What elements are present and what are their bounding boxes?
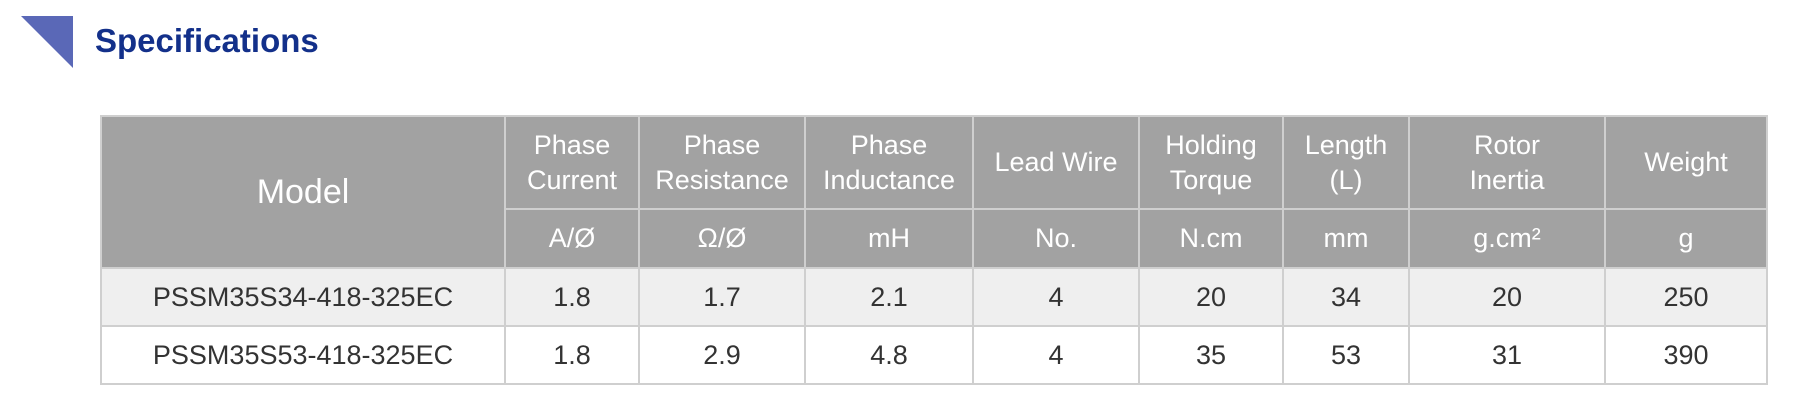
column-name-line: Phase (683, 129, 761, 160)
value-cell: 35 (1138, 325, 1284, 385)
column-unit: g.cm² (1408, 208, 1606, 269)
spec-table: Model Phase Current Phase Resistance Phase Ind… (100, 115, 1768, 385)
column-unit: mH (804, 208, 974, 269)
column-name-line: Lead Wire (994, 147, 1118, 177)
value-cell: 2.1 (804, 267, 974, 327)
value-cell: 4 (972, 325, 1140, 385)
column-unit: No. (972, 208, 1140, 269)
model-cell: PSSM35S53-418-325EC (100, 325, 506, 385)
value-cell: 20 (1408, 267, 1606, 327)
column-unit: N.cm (1138, 208, 1284, 269)
value-cell: 1.7 (638, 267, 806, 327)
column-name-line: Torque (1169, 164, 1253, 195)
column-header: Phase Resistance (638, 115, 806, 210)
column-name-line: Weight (1644, 147, 1728, 177)
column-name-line: Phase (533, 129, 611, 160)
value-cell: 4.8 (804, 325, 974, 385)
column-name-line: Current (526, 164, 618, 195)
column-name-line: Phase (850, 129, 928, 160)
column-unit: A/Ø (504, 208, 640, 269)
column-name-line: Length (1304, 129, 1388, 160)
column-header: Phase Current (504, 115, 640, 210)
column-unit: mm (1282, 208, 1410, 269)
column-header: Lead Wire (972, 115, 1140, 210)
value-cell: 4 (972, 267, 1140, 327)
column-name-line: (L) (1329, 164, 1363, 195)
model-header: Model (100, 115, 506, 269)
column-unit: Ω/Ø (638, 208, 806, 269)
value-cell: 250 (1604, 267, 1768, 327)
column-header: Holding Torque (1138, 115, 1284, 210)
column-name-line: Rotor (1473, 129, 1541, 160)
value-cell: 20 (1138, 267, 1284, 327)
value-cell: 53 (1282, 325, 1410, 385)
column-name-line: Inductance (822, 164, 956, 195)
value-cell: 1.8 (504, 267, 640, 327)
value-cell: 1.8 (504, 325, 640, 385)
model-cell: PSSM35S34-418-325EC (100, 267, 506, 327)
section-title: Specifications (95, 22, 319, 59)
column-header: Rotor Inertia (1408, 115, 1606, 210)
table-row: PSSM35S53-418-325EC 1.8 2.9 4.8 4 35 53 31 390 (100, 325, 1768, 385)
column-name-line: Resistance (655, 164, 789, 195)
title-icon (21, 16, 73, 68)
column-name-line: Holding (1165, 129, 1257, 160)
value-cell: 34 (1282, 267, 1410, 327)
column-header: Weight (1604, 115, 1768, 210)
column-name-line: Inertia (1469, 164, 1545, 195)
value-cell: 2.9 (638, 325, 806, 385)
column-unit: g (1604, 208, 1768, 269)
column-header: Phase Inductance (804, 115, 974, 210)
table-row: PSSM35S34-418-325EC 1.8 1.7 2.1 4 20 34 20 250 (100, 267, 1768, 327)
column-header: Length (L) (1282, 115, 1410, 210)
value-cell: 31 (1408, 325, 1606, 385)
value-cell: 390 (1604, 325, 1768, 385)
